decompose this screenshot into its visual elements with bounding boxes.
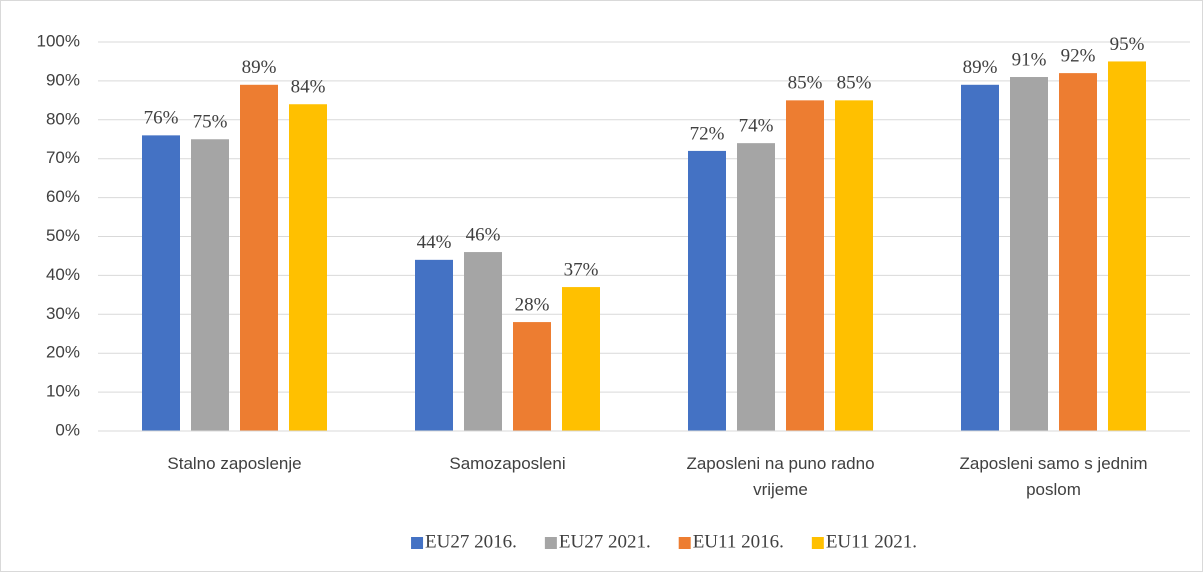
data-label: 85% [837,73,872,94]
data-label: 46% [466,224,501,245]
legend-label: EU11 2021. [826,531,917,552]
y-tick-label: 50% [46,226,80,245]
data-label: 75% [193,112,228,133]
legend-label: EU27 2016. [425,531,517,552]
bar [240,84,278,431]
y-tick-label: 90% [46,70,80,89]
x-tick-label: Zaposleni samo s jednim poslom [959,454,1147,499]
data-label: 76% [144,108,179,129]
y-tick-label: 10% [46,382,80,401]
bar [961,84,999,431]
data-label: 85% [788,73,823,94]
data-label: 95% [1110,34,1145,55]
data-label: 89% [242,57,277,78]
legend-label: EU27 2021. [559,531,651,552]
data-label: 44% [417,232,452,253]
bar [1059,73,1097,432]
bar [142,135,180,432]
bar [737,143,775,431]
legend-swatch [411,537,424,549]
bar [688,150,726,432]
data-label: 91% [1012,49,1047,70]
bar [415,259,453,431]
bar [835,100,873,431]
bar [513,322,551,431]
data-label: 74% [739,115,774,136]
legend-swatch [544,537,557,549]
bar [1010,77,1048,431]
legend-label: EU11 2016. [693,531,784,552]
bar [191,139,229,431]
y-tick-label: 0% [55,420,80,439]
y-tick-label: 40% [46,265,80,284]
y-tick-label: 30% [46,304,80,323]
data-label: 92% [1061,45,1096,66]
bar [562,287,600,431]
legend-swatch [811,537,824,549]
x-tick-label: Zaposleni na puno radno vrijeme [686,454,874,499]
data-label: 28% [515,294,550,315]
legend: EU27 2016. EU27 2021. EU11 2016. EU11 2021. [411,531,917,552]
y-tick-label: 80% [46,109,80,128]
y-tick-label: 100% [37,31,80,50]
bar [464,252,502,431]
bar [786,100,824,431]
y-tick-label: 60% [46,187,80,206]
data-label: 89% [963,57,998,78]
data-label: 72% [690,123,725,144]
x-tick-label: Stalno zaposlenje [167,454,301,473]
data-label: 37% [564,259,599,280]
y-tick-label: 70% [46,148,80,167]
data-label: 84% [291,77,326,98]
x-tick-label: Samozaposleni [449,454,565,473]
bar [289,104,327,432]
y-tick-label: 20% [46,343,80,362]
bar [1108,61,1146,431]
legend-swatch [678,537,691,549]
